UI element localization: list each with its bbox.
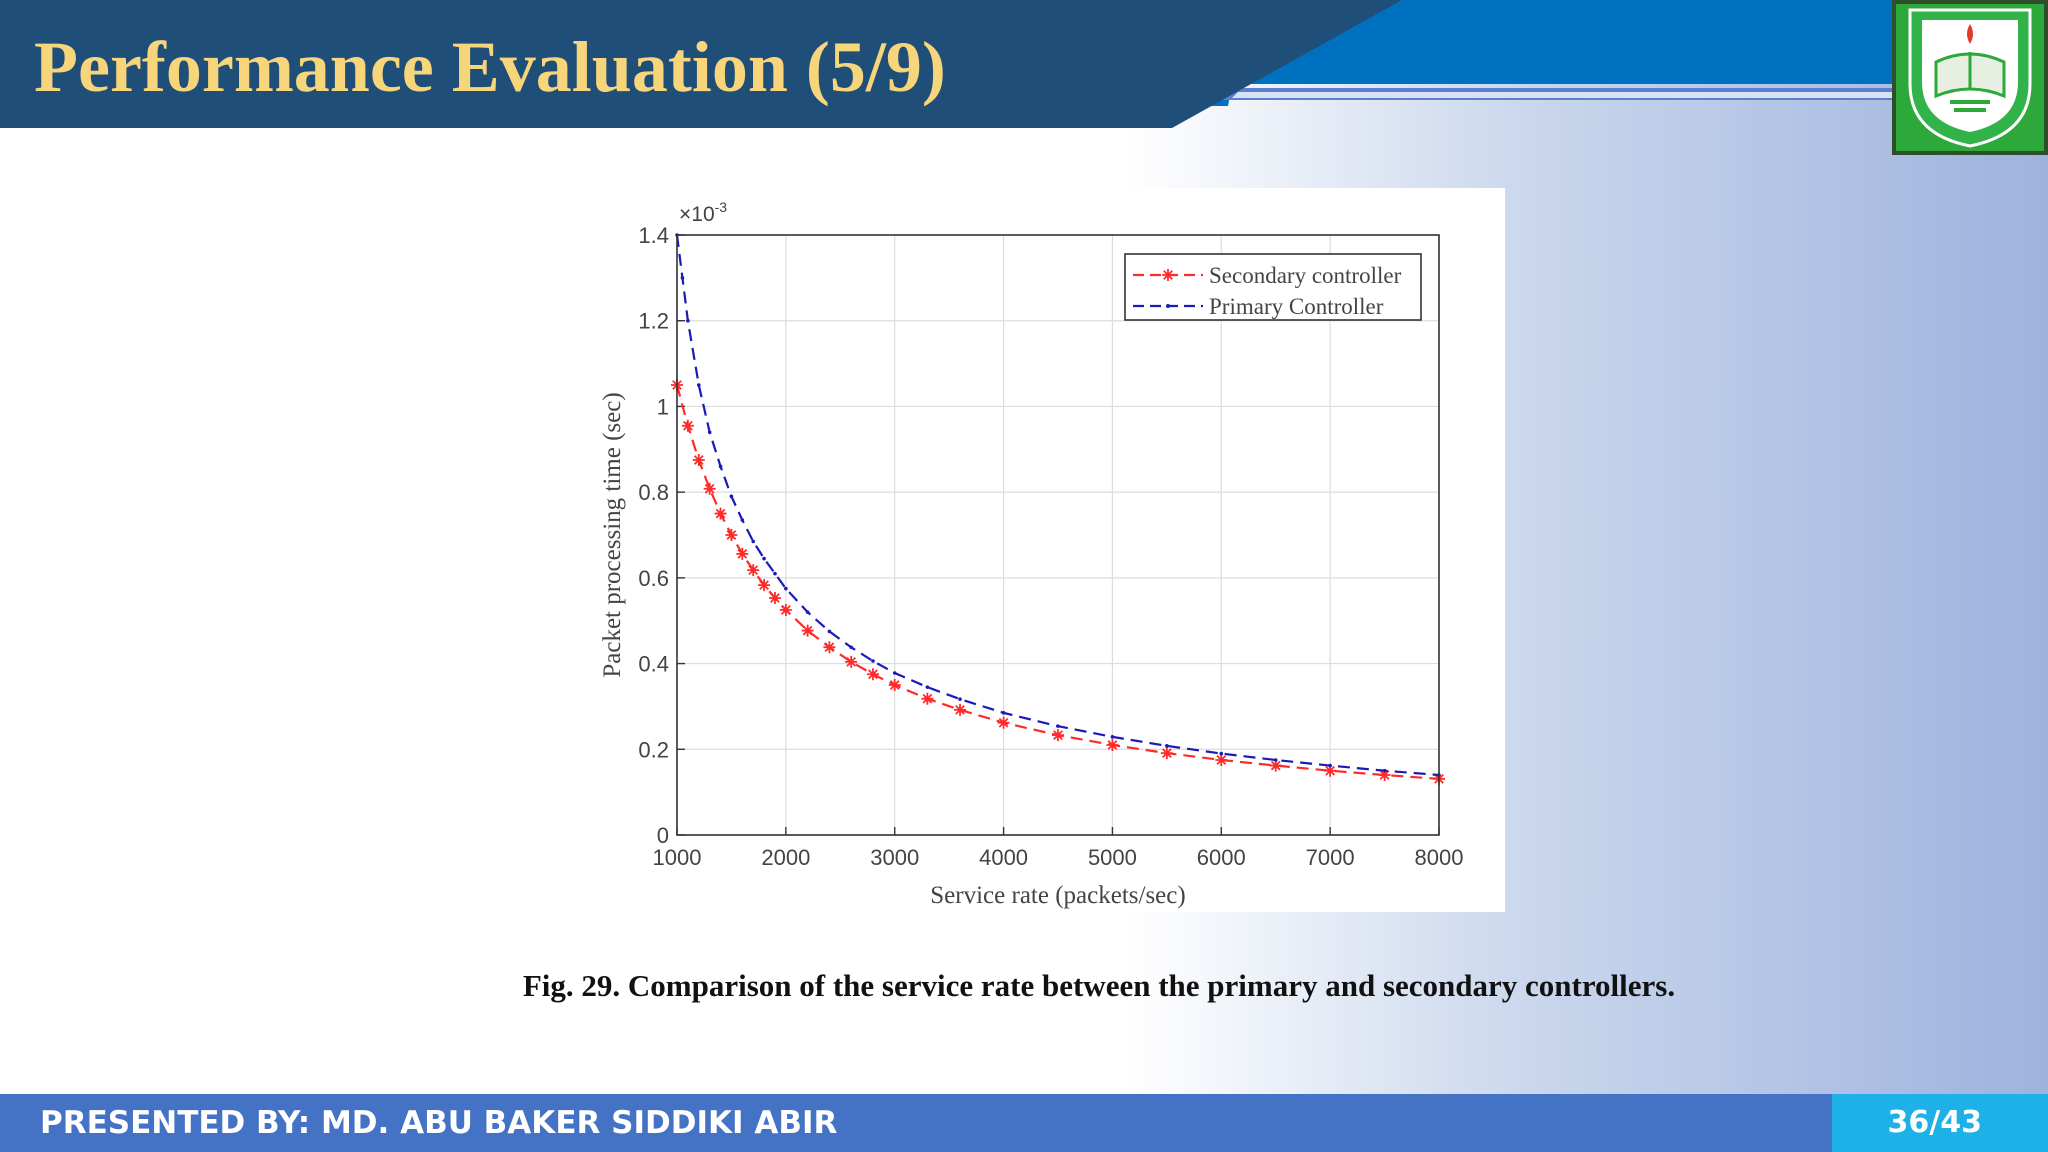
x-axis-label: Service rate (packets/sec) bbox=[930, 882, 1185, 909]
line-chart: 1000 2000 3000 4000 5000 6000 7000 8000 0 0.2 0.4 0… bbox=[599, 199, 1464, 909]
chart-panel: 1000 2000 3000 4000 5000 6000 7000 8000 0 0.2 0.4 0… bbox=[584, 188, 1505, 912]
page-number-box: 36/43 bbox=[1832, 1094, 2048, 1152]
series-point bbox=[751, 539, 755, 544]
series-point bbox=[768, 592, 781, 604]
series-point bbox=[740, 518, 745, 522]
footer-bar: PRESENTED BY: MD. ABU BAKER SIDDIKI ABIR… bbox=[0, 1094, 2048, 1152]
series-point bbox=[758, 579, 771, 592]
presenter-credit: PRESENTED BY: MD. ABU BAKER SIDDIKI ABIR bbox=[40, 1105, 838, 1141]
university-seal-icon bbox=[1892, 0, 2048, 155]
plot-area bbox=[676, 234, 1440, 836]
series-point bbox=[779, 604, 792, 616]
x-tick-label: 5000 bbox=[1088, 845, 1137, 870]
figure-caption: Fig. 29. Comparison of the service rate … bbox=[522, 968, 1676, 1003]
legend-label: Secondary controller bbox=[1209, 263, 1402, 288]
series-point bbox=[1110, 735, 1115, 739]
series-point bbox=[866, 668, 879, 681]
series-point bbox=[997, 716, 1010, 729]
y-tick-label: 0 bbox=[657, 823, 669, 848]
x-tick-label: 1000 bbox=[653, 845, 702, 870]
series-point bbox=[736, 547, 749, 560]
y-tick-label: 0.8 bbox=[638, 480, 669, 505]
series-point bbox=[680, 276, 685, 280]
legend-label: Primary Controller bbox=[1209, 294, 1384, 319]
series-line-1 bbox=[675, 234, 1440, 777]
series-point bbox=[925, 685, 930, 689]
series-point bbox=[845, 655, 858, 668]
x-tick-label: 6000 bbox=[1197, 845, 1246, 870]
series-point bbox=[1328, 763, 1332, 768]
x-tick-label: 7000 bbox=[1306, 845, 1355, 870]
series-point bbox=[773, 571, 777, 576]
series-point bbox=[1165, 744, 1169, 748]
series-point bbox=[762, 556, 766, 561]
header-band bbox=[0, 0, 2048, 128]
series-point bbox=[725, 529, 738, 541]
series-point bbox=[1056, 724, 1060, 728]
y-tick-label: 1 bbox=[657, 394, 669, 419]
series-point bbox=[849, 645, 853, 650]
series-point bbox=[954, 703, 967, 716]
series-point bbox=[1106, 739, 1119, 751]
series-point bbox=[1382, 768, 1387, 773]
chart-legend: Secondary controller Primary Controller bbox=[1124, 253, 1422, 321]
y-axis-label: Packet processing time (sec) bbox=[599, 392, 626, 677]
series-point bbox=[1215, 754, 1228, 766]
x-tick-label: 3000 bbox=[870, 845, 919, 870]
y-tick-label: 1.2 bbox=[638, 309, 669, 334]
series-point bbox=[784, 586, 788, 591]
legend-marker bbox=[1166, 304, 1170, 308]
y-tick-label: 0.2 bbox=[638, 737, 669, 762]
series-point bbox=[1273, 758, 1278, 762]
series-point bbox=[696, 383, 701, 387]
series-point bbox=[823, 641, 836, 654]
series-point bbox=[888, 679, 901, 691]
series-point bbox=[1160, 747, 1173, 760]
series-point bbox=[1219, 751, 1224, 756]
series-point bbox=[747, 564, 760, 577]
series-point bbox=[801, 624, 814, 637]
series-point bbox=[871, 659, 875, 663]
series-point bbox=[681, 419, 694, 432]
series-point bbox=[921, 692, 934, 705]
x-tick-label: 2000 bbox=[761, 845, 810, 870]
series-point bbox=[805, 610, 810, 614]
x-tick-label: 4000 bbox=[979, 845, 1028, 870]
y-tick-label: 0.4 bbox=[638, 652, 669, 677]
slide-title: Performance Evaluation (5/9) bbox=[34, 27, 946, 107]
series-point bbox=[892, 671, 897, 675]
series-point bbox=[718, 464, 723, 469]
x-tick-label: 8000 bbox=[1415, 845, 1464, 870]
series-point bbox=[1378, 769, 1391, 781]
y-tick-label: 1.4 bbox=[638, 223, 669, 248]
y-axis-multiplier: ×10-3 bbox=[679, 199, 727, 226]
series-point bbox=[686, 318, 690, 323]
series-point bbox=[1269, 759, 1282, 772]
series-point bbox=[1001, 711, 1006, 715]
series-point bbox=[827, 629, 832, 634]
series-point bbox=[692, 454, 705, 466]
series-point bbox=[1324, 764, 1337, 777]
series-point bbox=[714, 507, 727, 520]
series-line-0 bbox=[675, 384, 1440, 780]
legend-marker bbox=[1162, 269, 1174, 281]
series-point bbox=[958, 697, 962, 701]
series-point bbox=[707, 430, 712, 434]
series-point bbox=[1052, 729, 1064, 742]
series-point bbox=[703, 482, 716, 495]
y-tick-label: 0.6 bbox=[638, 566, 669, 591]
page-number: 36/43 bbox=[1887, 1105, 1982, 1140]
series-point bbox=[729, 494, 734, 499]
